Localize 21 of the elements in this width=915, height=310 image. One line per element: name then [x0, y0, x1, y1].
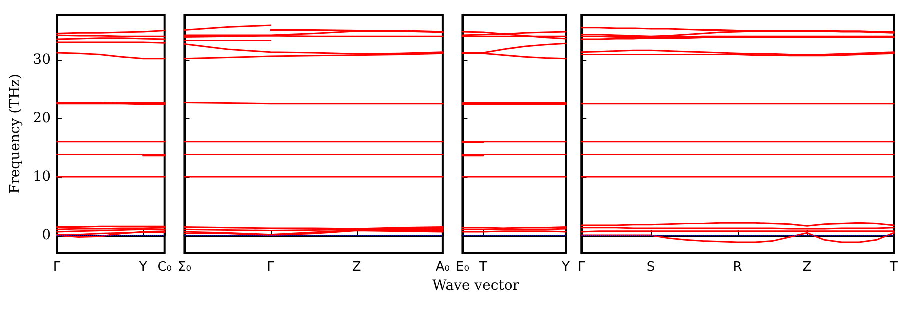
x-tick-label: T — [478, 260, 488, 275]
x-tick-label: S — [646, 260, 656, 275]
y-tick-label: 10 — [33, 168, 51, 185]
x-tick-label: Z — [352, 260, 362, 275]
x-tick-label: Γ — [53, 260, 62, 275]
y-axis-title: Frequency (THz) — [7, 74, 24, 194]
y-tick-label: 30 — [33, 52, 51, 68]
x-tick-label: Y — [561, 260, 570, 275]
x-tick-label: Γ — [578, 260, 586, 275]
x-tick-label: T — [889, 260, 898, 275]
x-tick-label: Y — [138, 260, 148, 275]
x-axis-title: Wave vector — [432, 278, 520, 294]
x-tick-label: C₀ — [158, 260, 172, 275]
x-tick-label: Z — [802, 260, 812, 275]
x-tick-label: R — [733, 260, 742, 275]
y-tick-label: 0 — [42, 227, 51, 244]
x-tick-label: Σ₀ — [178, 260, 192, 275]
x-tick-label: Γ — [267, 260, 276, 275]
x-tick-label: E₀ — [456, 260, 470, 275]
x-tick-label: A₀ — [436, 260, 450, 275]
y-tick-label: 20 — [33, 110, 51, 127]
